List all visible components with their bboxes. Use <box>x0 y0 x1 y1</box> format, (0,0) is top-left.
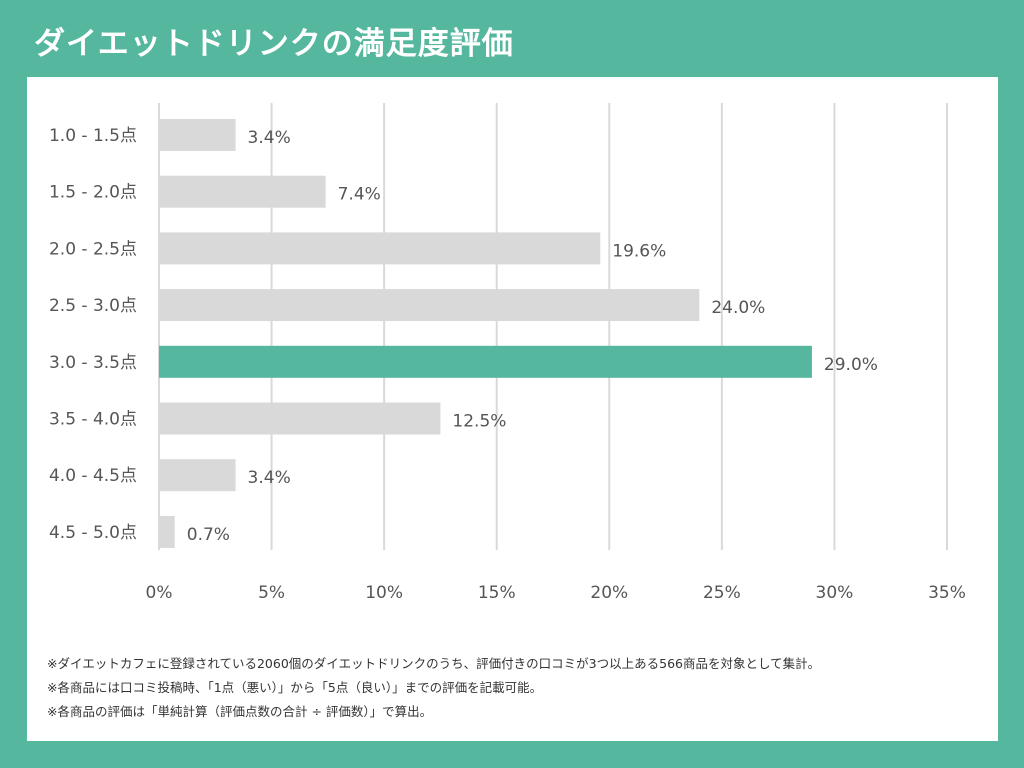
bar <box>159 345 812 378</box>
category-label: 1.5 - 2.0点 <box>49 183 137 203</box>
value-label: 0.7% <box>187 525 230 545</box>
chart-panel: 0% 5% 10% 15% 20% 25% 30% 35% 1.0 - 1.5点 3.4% 1.5 … <box>27 77 998 741</box>
x-tick-label: 10% <box>365 583 403 603</box>
footnote-2: ※各商品には口コミ投稿時、「1点（悪い）」から「5点（良い）」までの評価を記載可… <box>47 680 543 695</box>
value-label: 24.0% <box>711 298 765 318</box>
bar <box>159 515 175 548</box>
x-tick-label: 0% <box>146 583 173 603</box>
category-label: 2.0 - 2.5点 <box>49 239 137 259</box>
value-label: 3.4% <box>248 468 291 488</box>
page-title: ダイエットドリンクの満足度評価 <box>34 26 514 62</box>
category-label: 2.5 - 3.0点 <box>49 296 137 316</box>
satisfaction-bar-chart: 0% 5% 10% 15% 20% 25% 30% 35% 1.0 - 1.5点 3.4% 1.5 … <box>49 103 966 603</box>
value-label: 19.6% <box>612 241 666 261</box>
bar <box>159 402 441 435</box>
footnote-1: ※ダイエットカフェに登録されている2060個のダイエットドリンクのうち、評価付き… <box>47 656 821 671</box>
category-label: 1.0 - 1.5点 <box>49 126 137 146</box>
category-label: 4.5 - 5.0点 <box>49 523 137 543</box>
value-label: 3.4% <box>248 128 291 148</box>
x-tick-label: 35% <box>928 583 966 603</box>
bar <box>159 459 236 492</box>
category-label: 3.0 - 3.5点 <box>49 353 137 373</box>
bar <box>159 175 326 208</box>
x-tick-label: 15% <box>478 583 516 603</box>
category-label: 4.0 - 4.5点 <box>49 466 137 486</box>
category-label: 3.5 - 4.0点 <box>49 410 137 430</box>
x-tick-label: 30% <box>816 583 854 603</box>
footnote-3: ※各商品の評価は「単純計算（評価点数の合計 ÷ 評価数）」で算出。 <box>47 704 433 719</box>
value-label: 7.4% <box>338 185 381 205</box>
x-tick-label: 25% <box>703 583 741 603</box>
bar <box>159 232 601 265</box>
bar <box>159 119 236 151</box>
value-label: 29.0% <box>824 355 878 375</box>
bar <box>159 289 700 322</box>
x-tick-label: 20% <box>590 583 628 603</box>
footnotes: ※ダイエットカフェに登録されている2060個のダイエットドリンクのうち、評価付き… <box>47 652 820 724</box>
value-label: 12.5% <box>452 412 506 432</box>
x-tick-label: 5% <box>258 583 285 603</box>
